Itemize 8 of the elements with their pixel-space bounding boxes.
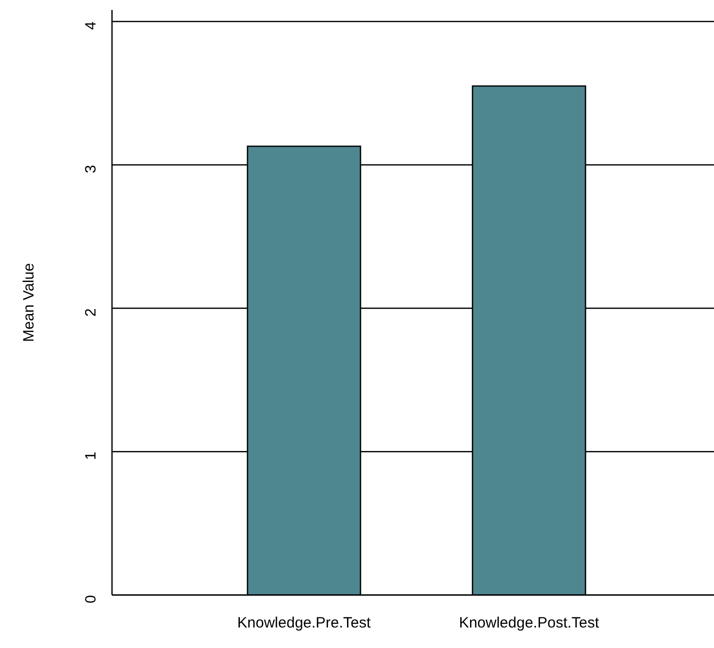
y-tick-label: 3 [82,164,100,174]
x-tick-label: Knowledge.Post.Test [458,614,600,632]
y-tick-label: 2 [82,308,100,317]
y-tick-label: 4 [82,21,100,30]
y-tick-label: 0 [82,595,100,604]
y-tick-label: 1 [82,452,100,460]
y-axis-title: Mean Value [20,263,38,342]
x-tick-label: Knowledge.Pre.Test [237,614,372,632]
